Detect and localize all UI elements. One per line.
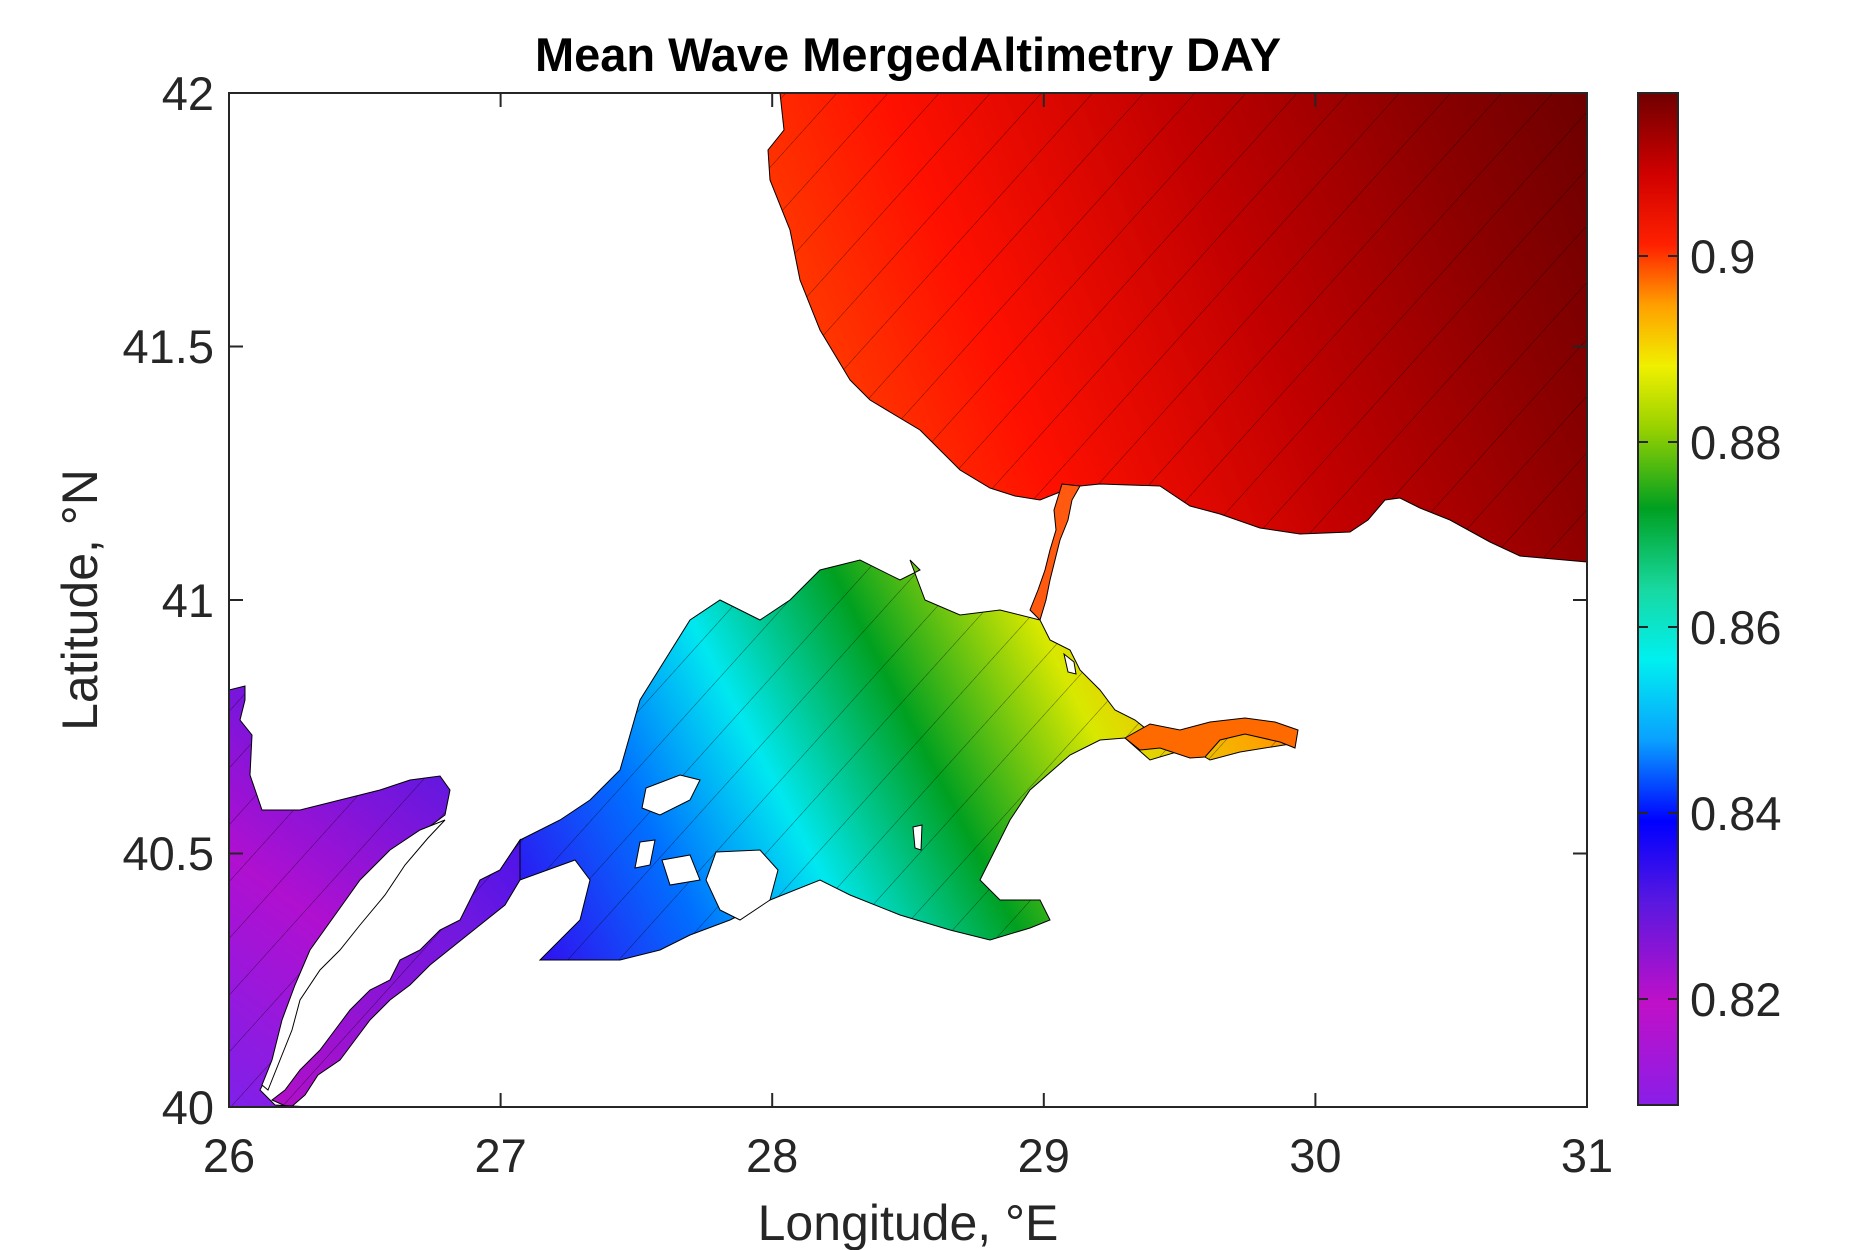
chart-title: Mean Wave MergedAltimetry DAY [535,28,1281,81]
x-tick-label: 27 [474,1129,526,1182]
colorbar [1637,92,1679,1106]
islets-prince [1063,652,1077,675]
x-tick-label: 31 [1561,1129,1613,1182]
x-tick-label: 26 [203,1129,255,1182]
y-tick-label: 42 [162,67,214,120]
colorbar-ticks [1638,255,1678,1000]
island-imrali [912,824,923,851]
colorbar-tick-label: 0.9 [1690,230,1755,283]
aegean-sea-contours [229,686,450,1107]
map-area [229,93,1587,1107]
y-axis-ticks [229,92,1587,1108]
y-tick-label: 41.5 [123,320,214,373]
y-axis-label: Latitude, °N [52,469,108,731]
x-axis-label: Longitude, °E [758,1195,1059,1250]
island-avsa [661,854,701,886]
colorbar-tick-label: 0.82 [1690,973,1781,1026]
colorbar-tick-label: 0.86 [1690,601,1781,654]
black-sea-contours [768,93,1587,562]
y-tick-label: 40.5 [123,827,214,880]
island-marmara [641,774,701,816]
x-axis-ticks [228,93,1588,1107]
x-tick-label: 30 [1289,1129,1341,1182]
x-tick-label: 28 [746,1129,798,1182]
colorbar-tick-label: 0.84 [1690,787,1781,840]
y-tick-label: 40 [162,1081,214,1134]
sea-of-marmara-contours [500,560,1295,960]
marmara-islands [634,652,1077,921]
island-pasalimani [634,839,656,869]
kapidag-peninsula-coast [705,849,779,921]
izmit-gulf [1124,717,1299,759]
bosphorus-strait [1029,483,1081,621]
x-tick-label: 29 [1018,1129,1070,1182]
y-tick-label: 41 [162,574,214,627]
colorbar-tick-label: 0.88 [1690,416,1781,469]
dardanelles-contours [272,840,520,1107]
gallipoli-peninsula [261,819,446,1091]
